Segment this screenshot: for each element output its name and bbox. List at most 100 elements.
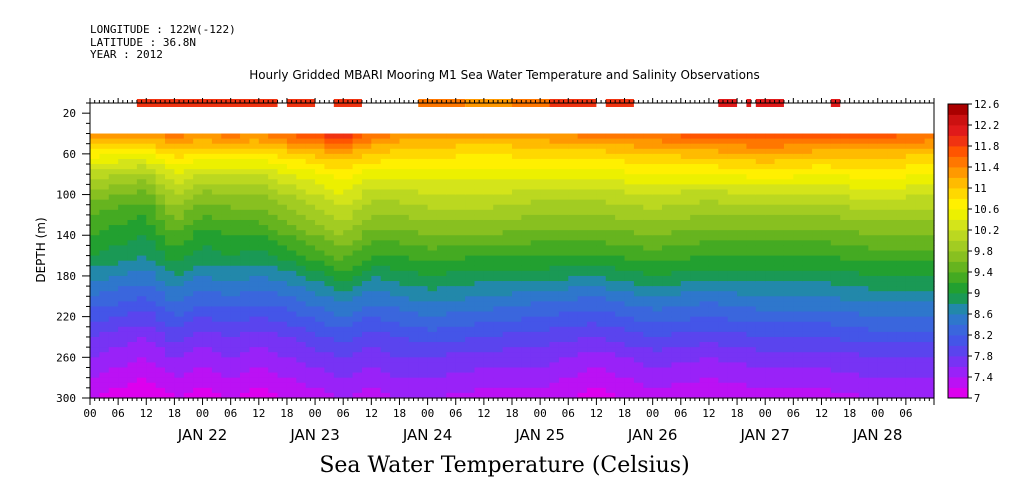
heat-cell [540,169,551,175]
heat-cell [446,342,457,348]
heat-cell [99,347,110,353]
heat-cell [408,270,419,277]
heat-cell [343,347,354,353]
heat-cell [418,164,429,170]
heat-cell [174,158,185,165]
heat-cell [211,225,222,231]
heat-cell [333,209,344,216]
heat-cell [783,204,794,211]
heat-cell [352,250,363,257]
heat-cell [643,184,654,191]
heat-cell [549,281,560,287]
heat-cell [418,179,429,185]
heat-cell [840,179,851,185]
heat-cell [127,387,138,394]
heat-cell [633,265,644,272]
heat-cell [887,352,898,358]
heat-cell [783,347,794,353]
heat-cell [783,326,794,333]
heat-cell [568,260,579,267]
heat-cell [99,362,110,369]
heat-cell [202,311,213,318]
heat-cell [136,189,147,196]
heat-cell [165,311,175,318]
heat-cell [333,336,344,343]
heat-cell [708,326,719,333]
heat-cell [333,240,344,247]
heat-cell [240,382,251,389]
heat-cell [783,357,794,363]
heat-cell [296,367,307,374]
heat-cell [915,342,926,348]
heat-cell [905,347,916,353]
heat-cell [436,286,447,292]
heat-cell [427,260,438,267]
heat-cell [174,265,185,272]
heat-cell [558,275,569,282]
heat-cell [240,230,251,236]
heat-cell [802,286,813,292]
heat-cell [671,148,682,155]
heat-cell [765,169,776,175]
heat-cell [455,143,466,150]
heat-cell [549,199,560,206]
heat-cell [436,153,447,160]
heat-cell [887,219,898,226]
heat-cell [390,392,401,399]
heat-cell [577,245,588,252]
heat-cell [690,235,701,241]
heat-cell [211,174,222,180]
heat-cell [896,352,907,358]
heat-cell [793,265,804,272]
heat-cell [605,347,616,353]
heat-cell [399,245,410,252]
heat-cell [277,392,288,399]
heat-cell [633,179,644,185]
heat-cell [587,143,597,150]
heat-cell [343,138,354,145]
heat-cell [315,255,326,262]
heat-cell [221,352,232,358]
heat-cell [108,286,119,292]
heat-cell [108,377,119,384]
heat-cell [858,336,869,343]
heat-cell [587,169,597,175]
heat-cell [812,265,823,272]
heat-cell [352,352,363,358]
heat-cell [118,148,129,155]
heat-cell [877,179,888,185]
heat-cell [277,199,288,206]
heat-cell [783,387,794,394]
heat-cell [502,372,513,379]
heat-cell [352,235,363,241]
heat-cell [465,214,476,221]
heat-cell [718,367,729,374]
heat-cell [108,209,119,216]
heat-cell [652,275,663,282]
heat-cell [615,372,626,379]
heat-cell [737,138,748,145]
heat-cell [793,301,804,308]
heat-cell [812,336,823,343]
heat-cell [540,133,551,140]
heat-cell [493,331,504,338]
heat-cell [286,281,297,287]
heat-cell [915,184,926,191]
heat-cell [868,347,879,353]
heat-cell [315,275,326,282]
heat-cell [118,235,129,241]
heat-cell [671,240,682,247]
heat-cell [812,148,823,155]
heat-cell [155,377,166,384]
heat-cell [446,331,457,338]
heat-cell [915,321,926,328]
heat-cell [868,169,879,175]
heat-cell [858,245,869,252]
heat-cell [905,164,916,170]
heat-cell [905,342,916,348]
heat-cell [118,169,129,175]
heat-cell [727,275,738,282]
heat-cell [652,219,663,226]
heat-cell [765,357,776,363]
heat-cell [680,281,691,287]
